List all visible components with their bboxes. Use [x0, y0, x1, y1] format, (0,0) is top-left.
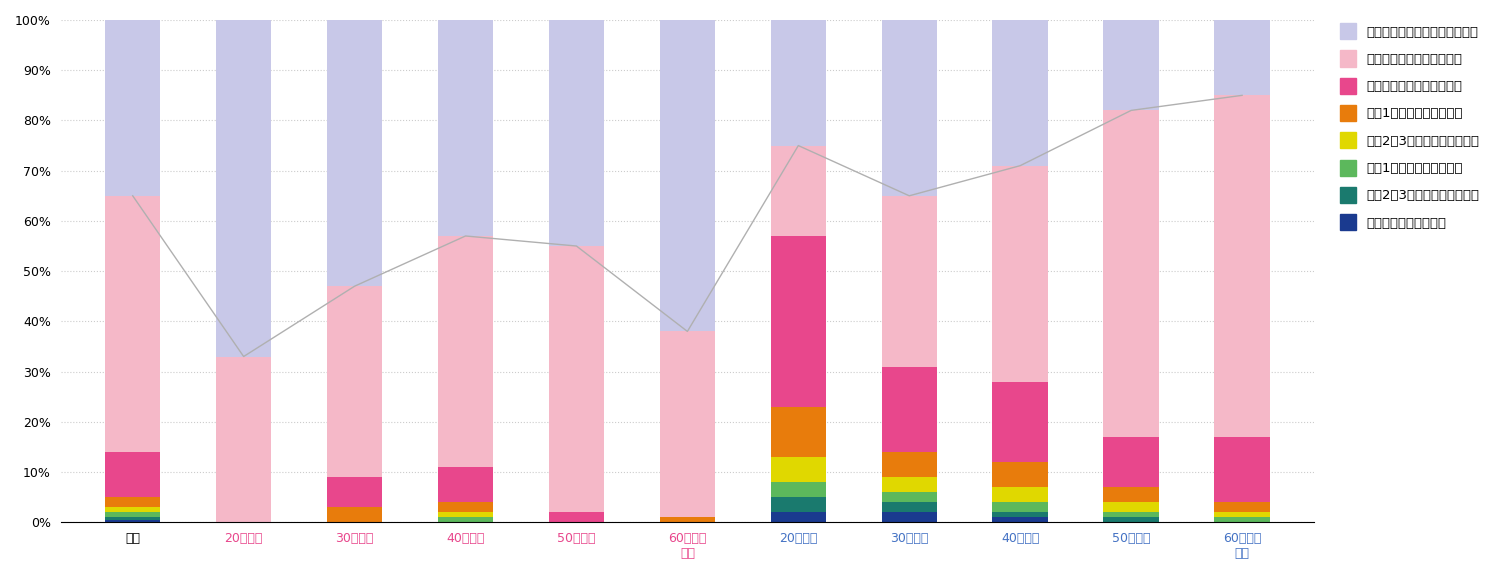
- Bar: [438, 518, 494, 522]
- Bar: [1104, 512, 1160, 518]
- Bar: [327, 20, 382, 286]
- Bar: [438, 502, 494, 512]
- Bar: [105, 20, 160, 196]
- Bar: [771, 236, 826, 407]
- Bar: [882, 367, 938, 452]
- Legend: まだ一度も利用したことがない, かつて利用したことがある, 年に数回程度の利用頻度だ, 月に1回程度利用している, 月に2〜3回程度利用している, 週に1回程度: まだ一度も利用したことがない, かつて利用したことがある, 年に数回程度の利用頻…: [1334, 17, 1486, 237]
- Bar: [993, 487, 1048, 502]
- Bar: [105, 497, 160, 507]
- Bar: [993, 462, 1048, 487]
- Bar: [882, 20, 938, 196]
- Bar: [882, 512, 938, 522]
- Bar: [1215, 502, 1270, 512]
- Bar: [1215, 95, 1270, 437]
- Bar: [1104, 110, 1160, 437]
- Bar: [771, 145, 826, 236]
- Bar: [1215, 20, 1270, 95]
- Bar: [882, 452, 938, 477]
- Bar: [771, 482, 826, 497]
- Bar: [660, 331, 716, 518]
- Bar: [771, 497, 826, 512]
- Bar: [1215, 512, 1270, 518]
- Bar: [660, 518, 716, 522]
- Bar: [882, 492, 938, 502]
- Bar: [438, 512, 494, 518]
- Bar: [327, 477, 382, 507]
- Bar: [993, 512, 1048, 518]
- Bar: [1104, 502, 1160, 512]
- Bar: [771, 512, 826, 522]
- Bar: [549, 246, 604, 512]
- Bar: [105, 196, 160, 452]
- Bar: [882, 502, 938, 512]
- Bar: [993, 20, 1048, 166]
- Bar: [993, 166, 1048, 382]
- Bar: [771, 20, 826, 145]
- Bar: [1104, 20, 1160, 110]
- Bar: [105, 507, 160, 512]
- Bar: [1215, 518, 1270, 522]
- Bar: [105, 512, 160, 518]
- Bar: [105, 452, 160, 497]
- Bar: [438, 20, 494, 236]
- Bar: [882, 477, 938, 492]
- Bar: [549, 512, 604, 522]
- Bar: [993, 382, 1048, 462]
- Bar: [1104, 437, 1160, 487]
- Bar: [549, 20, 604, 246]
- Bar: [882, 196, 938, 367]
- Bar: [216, 356, 272, 522]
- Bar: [216, 20, 272, 356]
- Bar: [327, 507, 382, 522]
- Bar: [660, 20, 716, 331]
- Bar: [771, 457, 826, 482]
- Bar: [1104, 487, 1160, 502]
- Bar: [438, 236, 494, 467]
- Bar: [771, 407, 826, 457]
- Bar: [105, 518, 160, 520]
- Bar: [1104, 518, 1160, 522]
- Bar: [993, 502, 1048, 512]
- Bar: [993, 518, 1048, 522]
- Bar: [105, 520, 160, 522]
- Bar: [327, 286, 382, 477]
- Bar: [1215, 437, 1270, 502]
- Bar: [438, 467, 494, 502]
